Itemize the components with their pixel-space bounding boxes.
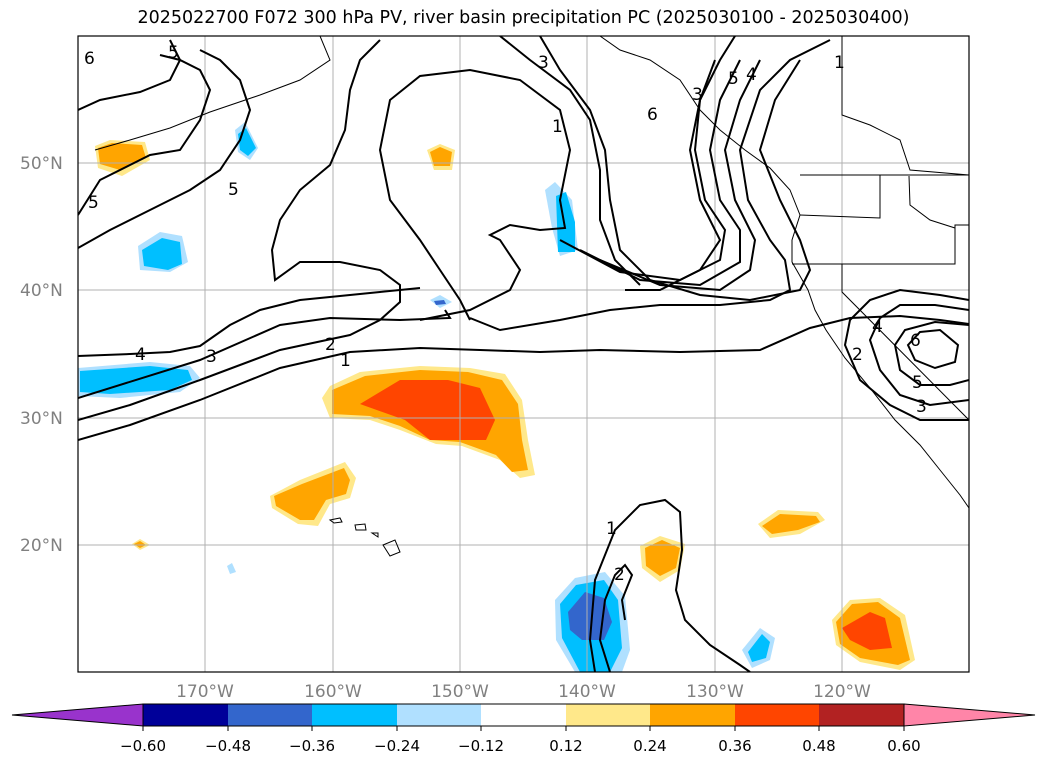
contour-label: 3 — [692, 85, 703, 105]
contour-label: 2 — [614, 565, 625, 585]
contour-label: 5 — [728, 69, 739, 89]
contour-label: 3 — [916, 397, 927, 417]
contour-label: 5 — [228, 180, 239, 200]
contour-labels: 6 5 5 5 4 3 2 1 3 1 6 3 5 4 1 1 2 4 6 5 … — [84, 43, 927, 585]
lon-label: 150°W — [431, 682, 489, 702]
lon-label: 130°W — [686, 682, 744, 702]
contour-label: 1 — [552, 117, 563, 137]
contour-label: 1 — [340, 351, 351, 371]
pv-contours — [78, 36, 969, 672]
lat-label: 50°N — [20, 154, 63, 174]
lon-label: 120°W — [813, 682, 871, 702]
colorbar: −0.60 −0.48 −0.36 −0.24 −0.12 0.12 0.24 … — [11, 703, 1036, 755]
shaded-anomalies — [78, 122, 915, 672]
contour-label: 1 — [606, 519, 617, 539]
colorbar-tick-label: −0.24 — [374, 737, 420, 755]
contour-label: 4 — [872, 317, 883, 337]
colorbar-extend-low — [11, 703, 144, 727]
colorbar-bin — [566, 704, 650, 726]
lat-labels: 50°N 40°N 30°N 20°N — [20, 154, 63, 556]
lon-label: 170°W — [176, 682, 234, 702]
lon-labels: 170°W 160°W 150°W 140°W 130°W 120°W — [176, 682, 871, 702]
map-frame — [77, 35, 970, 673]
lat-label: 20°N — [20, 536, 63, 556]
contour-label: 3 — [538, 53, 549, 73]
contour-label: 6 — [647, 105, 658, 125]
map-title: 2025022700 F072 300 hPa PV, river basin … — [137, 8, 910, 28]
colorbar-bin — [143, 704, 228, 726]
lon-label: 140°W — [558, 682, 616, 702]
colorbar-bin — [481, 704, 566, 726]
colorbar-tick-label: −0.60 — [120, 737, 166, 755]
contour-label: 5 — [912, 373, 923, 393]
colorbar-bin — [312, 704, 397, 726]
contour-label: 4 — [746, 65, 757, 85]
colorbar-tick-label: −0.36 — [289, 737, 335, 755]
colorbar-tick-label: −0.48 — [205, 737, 251, 755]
contour-label: 2 — [852, 345, 863, 365]
coastlines — [94, 36, 969, 557]
colorbar-tick-label: 0.48 — [802, 737, 835, 755]
lat-label: 30°N — [20, 409, 63, 429]
contour-label: 6 — [84, 49, 95, 69]
colorbar-tick-label: 0.36 — [718, 737, 751, 755]
colorbar-bin — [650, 704, 735, 726]
contour-label: 6 — [910, 331, 921, 351]
contour-label: 5 — [168, 43, 179, 63]
contour-label: 5 — [88, 193, 99, 213]
colorbar-extend-high — [903, 703, 1036, 727]
colorbar-bin — [735, 704, 819, 726]
contour-label: 2 — [325, 335, 336, 355]
colorbar-tick-label: 0.12 — [549, 737, 582, 755]
contour-label: 4 — [135, 345, 146, 365]
lon-label: 160°W — [304, 682, 362, 702]
colorbar-tick-label: 0.60 — [887, 737, 920, 755]
colorbar-tick-label: −0.12 — [458, 737, 504, 755]
lat-label: 40°N — [20, 281, 63, 301]
colorbar-bin — [397, 704, 481, 726]
colorbar-bin — [819, 704, 904, 726]
map-area: 6 5 5 5 4 3 2 1 3 1 6 3 5 4 1 1 2 4 6 5 … — [78, 36, 969, 672]
contour-label: 1 — [834, 53, 845, 73]
contour-label: 3 — [206, 347, 217, 367]
colorbar-bin — [228, 704, 312, 726]
colorbar-tick-label: 0.24 — [633, 737, 666, 755]
